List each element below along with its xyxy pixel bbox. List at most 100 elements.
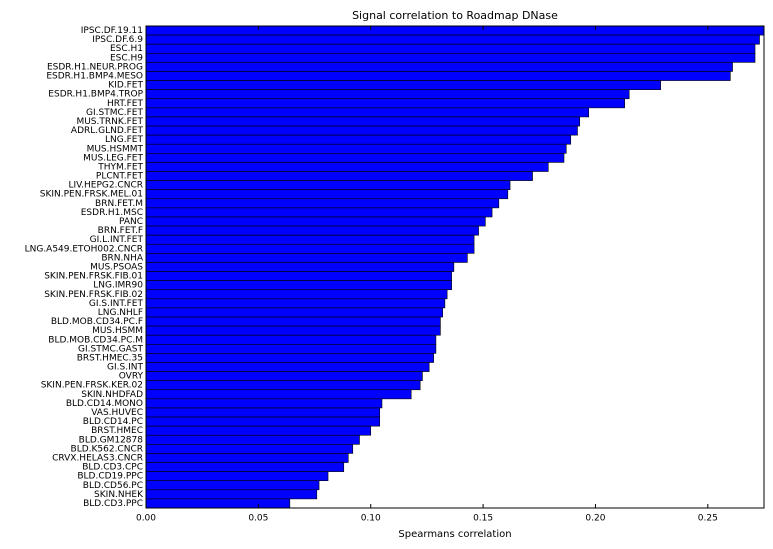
y-tick-label: MUS.LEG.FET xyxy=(83,153,143,163)
bar xyxy=(146,52,756,63)
bar xyxy=(146,271,452,281)
bar xyxy=(146,416,381,427)
bar xyxy=(146,389,412,400)
y-tick-label: IPSC.DF.19.11 xyxy=(81,26,143,36)
y-tick-label: LNG.NHLF xyxy=(98,308,143,318)
y-tick-label: THYM.FET xyxy=(97,162,143,172)
bar xyxy=(146,189,509,200)
y-tick-label: ESDR.H1.NEUR.PROG xyxy=(47,62,143,72)
y-tick-label: LNG.IMR90 xyxy=(93,281,143,291)
bar xyxy=(146,262,455,272)
y-tick-label: MUS.PSOAS xyxy=(90,263,143,273)
bar xyxy=(146,298,446,309)
y-tick-label: GI.L.INT.FET xyxy=(90,235,144,245)
y-tick-label: MUS.HSMM xyxy=(92,326,143,336)
bar xyxy=(146,225,479,236)
bar xyxy=(146,444,354,454)
x-tick-label: 0.20 xyxy=(585,514,605,524)
y-tick-label: ESC.H1 xyxy=(110,44,143,54)
bar xyxy=(146,116,581,127)
y-tick-label: ADRL.GLND.FET xyxy=(71,126,144,136)
bar xyxy=(146,207,493,218)
x-tick-label: 0.25 xyxy=(698,514,718,524)
bar xyxy=(146,344,437,354)
y-tick-label: PANC xyxy=(119,217,143,227)
bar xyxy=(146,307,443,318)
y-tick-label: BLD.GM12878 xyxy=(79,435,144,445)
bar xyxy=(146,407,381,418)
y-tick-label: BRST.HMEC xyxy=(91,426,143,436)
y-tick-label: PLCNT.FET xyxy=(96,172,144,182)
bar xyxy=(146,180,511,190)
y-tick-label: BLD.CD19.PPC xyxy=(77,472,143,482)
bar xyxy=(146,316,441,327)
bar xyxy=(146,98,625,109)
y-tick-label: SKIN.PEN.FRSK.MEL.01 xyxy=(40,190,143,200)
y-tick-label: HRT.FET xyxy=(107,99,144,109)
x-axis-label: Spearmans correlation xyxy=(398,529,511,540)
y-tick-label: SKIN.NHEK xyxy=(94,490,144,500)
x-tick-label: 0.00 xyxy=(136,514,156,524)
y-tick-label: LIV.HEPG2.CNCR xyxy=(68,181,143,191)
y-tick-label: GI.S.INT xyxy=(107,363,143,373)
y-tick-label: LNG.A549.ETOH002.CNCR xyxy=(25,244,143,254)
y-tick-label: LNG.FET xyxy=(105,135,143,145)
bar xyxy=(146,471,329,482)
bar xyxy=(146,43,756,54)
chart-title: Signal correlation to Roadmap DNase xyxy=(352,9,558,22)
y-tick-label: ESDR.H1.BMP4.MESO xyxy=(46,72,143,82)
y-tick-label: BRST.HMEC.35 xyxy=(77,353,143,363)
bar xyxy=(146,107,590,118)
y-tick-label: OVRY xyxy=(119,372,144,382)
bar xyxy=(146,480,320,491)
y-tick-label: VAS.HUVEC xyxy=(91,408,143,418)
y-tick-label: BLD.CD14.MONO xyxy=(66,399,143,409)
bar xyxy=(146,334,437,345)
bar xyxy=(146,234,475,245)
y-tick-label: BRN.FET.F xyxy=(98,226,143,236)
y-tick-label: BLD.K562.CNCR xyxy=(71,444,143,454)
bar xyxy=(146,216,486,227)
bar xyxy=(146,26,764,36)
y-tick-label: IPSC.DF.6.9 xyxy=(92,35,143,45)
bar xyxy=(146,162,549,172)
y-tick-label: GI.STMC.GAST xyxy=(78,344,143,354)
y-tick-label: SKIN.PEN.FRSK.FIB.01 xyxy=(44,272,143,282)
bar xyxy=(146,62,733,72)
y-tick-label: BRN.NHA xyxy=(101,253,144,263)
x-tick-label: 0.10 xyxy=(361,514,381,524)
y-tick-label: BLD.CD56.PC xyxy=(83,481,143,491)
y-tick-label: CRVX.HELAS3.CNCR xyxy=(52,453,143,463)
bar xyxy=(146,280,452,291)
bar xyxy=(146,153,565,163)
y-tick-label: SKIN.PEN.FRSK.FIB.02 xyxy=(44,290,143,300)
y-tick-label: ESDR.H1.BMP4.TROP xyxy=(48,90,143,100)
y-tick-label: KID.FET xyxy=(108,81,143,91)
bar xyxy=(146,243,475,254)
bar xyxy=(146,462,345,472)
bar xyxy=(146,89,630,100)
plot-frame xyxy=(145,25,765,509)
bar xyxy=(146,143,567,154)
bar xyxy=(146,489,318,500)
bar xyxy=(146,325,441,336)
y-tick-label: BLD.CD14.PC xyxy=(83,417,143,427)
bar xyxy=(146,171,533,181)
bar xyxy=(146,353,434,363)
bar xyxy=(146,380,421,391)
bar xyxy=(146,71,731,81)
bar xyxy=(146,134,572,145)
x-tick-label: 0.05 xyxy=(248,514,268,524)
y-tick-label: MUS.HSMMT xyxy=(87,144,144,154)
bar xyxy=(146,398,383,409)
y-tick-label: BLD.CD3.CPC xyxy=(82,463,143,473)
y-tick-label: BLD.MOB.CD34.PC.M xyxy=(48,335,143,345)
y-tick-label: BLD.CD3.PPC xyxy=(83,499,143,509)
y-tick-label: MUS.TRNK.FET xyxy=(76,117,143,127)
bar xyxy=(146,434,360,445)
y-tick-label: BRN.FET.M xyxy=(95,199,143,209)
y-tick-label: ESC.H9 xyxy=(110,53,143,63)
bar xyxy=(146,253,468,263)
